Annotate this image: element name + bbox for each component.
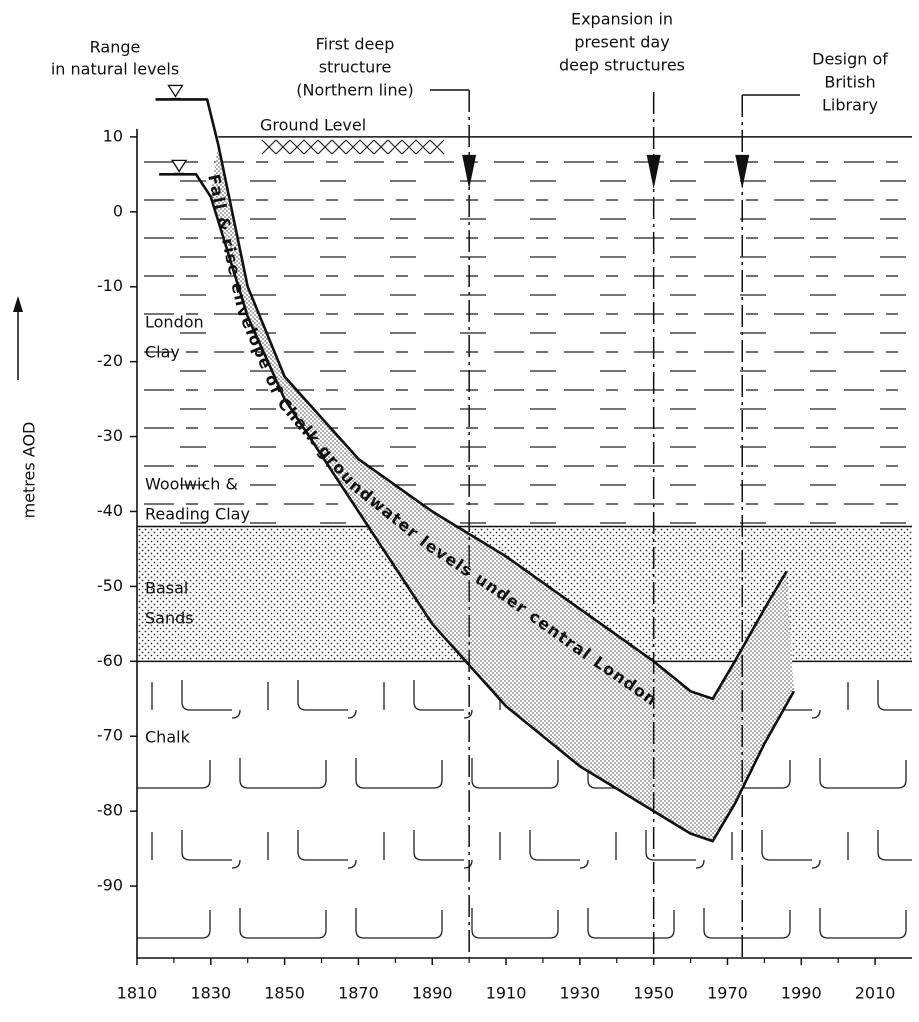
y-tick-label: -80 — [97, 801, 123, 820]
event-label: Design of — [812, 50, 888, 69]
x-tick-label: 2010 — [855, 984, 896, 1003]
y-tick-label: 0 — [113, 201, 123, 220]
chart: metres AOD Fall & rise envelope of Chalk… — [0, 0, 919, 1022]
stratum-label: Chalk — [145, 728, 191, 747]
x-tick-label: 1810 — [117, 984, 158, 1003]
event-label: Expansion in — [571, 10, 673, 29]
ground-level-label: Ground Level — [260, 116, 366, 135]
x-tick-label: 1870 — [338, 984, 379, 1003]
y-tick-label: -30 — [97, 426, 123, 445]
x-tick-label: 1930 — [559, 984, 600, 1003]
event-label: British — [824, 73, 875, 92]
y-tick-label: -40 — [97, 501, 123, 520]
stratum-label: Sands — [145, 609, 194, 628]
y-axis-label: metres AOD — [20, 422, 39, 519]
event-label: Library — [822, 96, 878, 115]
stratum-label: London — [145, 313, 204, 332]
stratum-label: Clay — [145, 343, 180, 362]
x-tick-label: 1910 — [486, 984, 527, 1003]
natural-range-label: in natural levels — [51, 60, 179, 79]
y-tick-label: -70 — [97, 726, 123, 745]
y-tick-label: -60 — [97, 651, 123, 670]
x-tick-label: 1850 — [264, 984, 305, 1003]
y-tick-label: -10 — [97, 276, 123, 295]
event-label: present day — [574, 33, 669, 52]
page: {"chart_data": { "type": "line", "y_labe… — [0, 0, 919, 1022]
event-label: structure — [319, 58, 392, 77]
y-tick-label: -90 — [97, 876, 123, 895]
x-tick-label: 1830 — [190, 984, 231, 1003]
x-tick-label: 1970 — [707, 984, 748, 1003]
y-tick-label: -20 — [97, 351, 123, 370]
y-tick-label: 10 — [103, 126, 123, 145]
stratum-label: Basal — [145, 579, 188, 598]
event-label: (Northern line) — [296, 81, 413, 100]
event-label: deep structures — [559, 56, 685, 75]
event-label: First deep — [316, 35, 395, 54]
x-tick-label: 1890 — [412, 984, 453, 1003]
x-tick-label: 1950 — [633, 984, 674, 1003]
stratum-label: Woolwich & — [145, 475, 238, 494]
natural-range-label: Range — [90, 38, 141, 57]
y-tick-label: -50 — [97, 576, 123, 595]
stratum-label: Reading Clay — [145, 505, 250, 524]
x-tick-label: 1990 — [781, 984, 822, 1003]
